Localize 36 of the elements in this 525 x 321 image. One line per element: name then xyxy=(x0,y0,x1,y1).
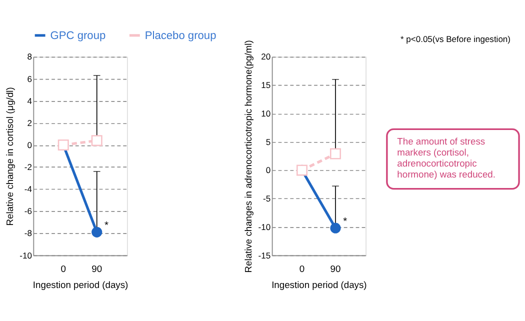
y-tick-label: -8 xyxy=(24,228,32,238)
x-tick-label: 0 xyxy=(299,264,305,274)
y-tick-label: -5 xyxy=(263,194,271,204)
y-tick-label: -15 xyxy=(258,250,271,260)
annotation: * xyxy=(104,220,109,232)
legend-label: Placebo group xyxy=(144,30,216,42)
annotation: * xyxy=(343,216,348,228)
point xyxy=(330,148,341,160)
text: * p<0.05(vs Before ingestion) xyxy=(400,34,511,44)
text: The amount of stress markers (cortisol, adrenocorticotropic hormone) was reduced. xyxy=(397,136,496,180)
y-tick-label: -10 xyxy=(20,250,32,260)
x-axis-title: Ingestion period (days) xyxy=(272,280,367,290)
x-tick-label: 90 xyxy=(92,264,102,274)
x-axis-title: Ingestion period (days) xyxy=(32,280,128,290)
y-tick-label: 0 xyxy=(266,165,271,176)
y-tick-label: -6 xyxy=(24,206,32,216)
y-tick-label: 0 xyxy=(27,140,32,150)
legend-label: GPC group xyxy=(50,30,106,42)
y-tick-label: -4 xyxy=(24,184,32,194)
y-tick-label: 15 xyxy=(261,80,271,90)
y-tick-label: 10 xyxy=(261,108,271,118)
point xyxy=(92,226,102,238)
y-axis-title: Relative changes in adrenocorticotropic hormone(pg/ml) xyxy=(243,40,254,273)
point xyxy=(330,222,341,234)
x-tick-label: 90 xyxy=(330,264,341,274)
y-tick-label: 4 xyxy=(27,96,32,106)
y-tick-label: -10 xyxy=(258,222,271,232)
y-axis-title: Relative change in cortisol (μg/dl) xyxy=(4,87,15,226)
y-tick-label: 8 xyxy=(27,52,32,62)
y-tick-label: 6 xyxy=(27,74,32,84)
y-tick-label: 5 xyxy=(266,136,271,147)
y-tick-label: 2 xyxy=(27,118,32,128)
point xyxy=(91,135,102,146)
x-tick-label: 0 xyxy=(60,264,66,274)
y-tick-label: -2 xyxy=(24,162,32,172)
y-tick-label: 20 xyxy=(261,52,271,62)
